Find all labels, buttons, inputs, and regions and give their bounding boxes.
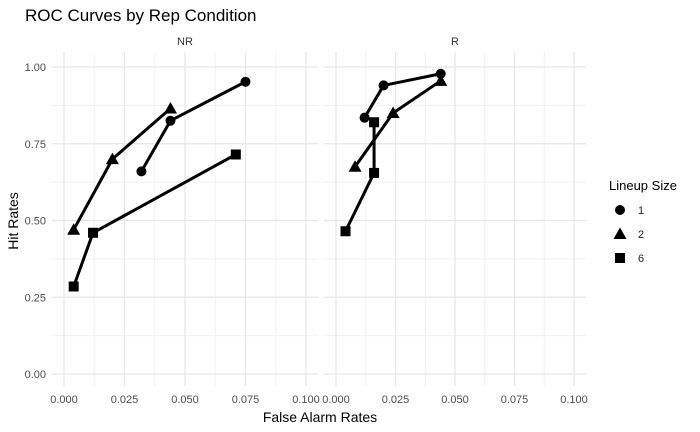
legend-label: 6	[638, 253, 644, 265]
legend: Lineup Size 1 2 6	[609, 178, 677, 265]
legend-title: Lineup Size	[609, 178, 677, 193]
series-line-1	[363, 72, 442, 119]
data-point-circle	[435, 68, 446, 79]
data-point-circle	[378, 80, 389, 91]
y-tick-label: 0.25	[25, 292, 46, 304]
data-point-square	[369, 117, 380, 128]
x-tick-label: 0.000	[322, 394, 350, 406]
data-point-circle	[240, 76, 251, 87]
facet-label: NR	[177, 36, 193, 48]
y-axis-title: Hit Rates	[5, 192, 21, 250]
chart-title: ROC Curves by Rep Condition	[25, 6, 256, 25]
series-line-2	[72, 107, 172, 231]
x-tick-label: 0.075	[232, 394, 260, 406]
legend-label: 2	[638, 229, 644, 241]
facet-label: R	[451, 36, 459, 48]
data-point-square	[88, 227, 99, 238]
x-tick-label: 0.100	[292, 394, 320, 406]
legend-label: 1	[638, 205, 644, 217]
data-point-square	[369, 167, 380, 178]
y-tick-label: 0.75	[25, 139, 46, 151]
x-axis-title: False Alarm Rates	[263, 409, 377, 425]
y-tick-label: 1.00	[25, 62, 46, 74]
x-tick-label: 0.025	[111, 394, 139, 406]
x-tick-label: 0.050	[441, 394, 469, 406]
x-tick-label: 0.025	[382, 394, 410, 406]
data-point-triangle	[348, 160, 362, 172]
y-tick-label: 0.00	[25, 369, 46, 381]
data-point-triangle	[434, 74, 448, 86]
x-tick-label: 0.100	[560, 394, 588, 406]
data-point-circle	[359, 112, 370, 123]
data-point-triangle	[163, 101, 177, 114]
legend-key-circle	[615, 205, 625, 215]
panel-nr: NR 0.000 0.025 0.050 0.075 0.100 0.00 0.25 0.50 0…	[25, 36, 320, 406]
legend-key-square	[615, 253, 625, 263]
data-point-square	[230, 149, 241, 160]
data-point-circle	[136, 166, 147, 177]
data-point-triangle	[105, 152, 119, 165]
panel-r: R 0.000 0.025 0.050 0.075 0.100	[322, 36, 588, 406]
x-tick-label: 0.000	[50, 394, 78, 406]
x-tick-label: 0.050	[171, 394, 199, 406]
data-point-square	[68, 281, 79, 292]
y-tick-label: 0.50	[25, 216, 46, 228]
series-line-2	[353, 79, 442, 168]
data-point-triangle	[67, 223, 81, 235]
x-tick-label: 0.075	[501, 394, 529, 406]
data-point-circle	[165, 115, 176, 126]
data-point-square	[340, 226, 351, 237]
data-point-triangle	[386, 106, 400, 119]
legend-key-triangle	[613, 227, 627, 239]
